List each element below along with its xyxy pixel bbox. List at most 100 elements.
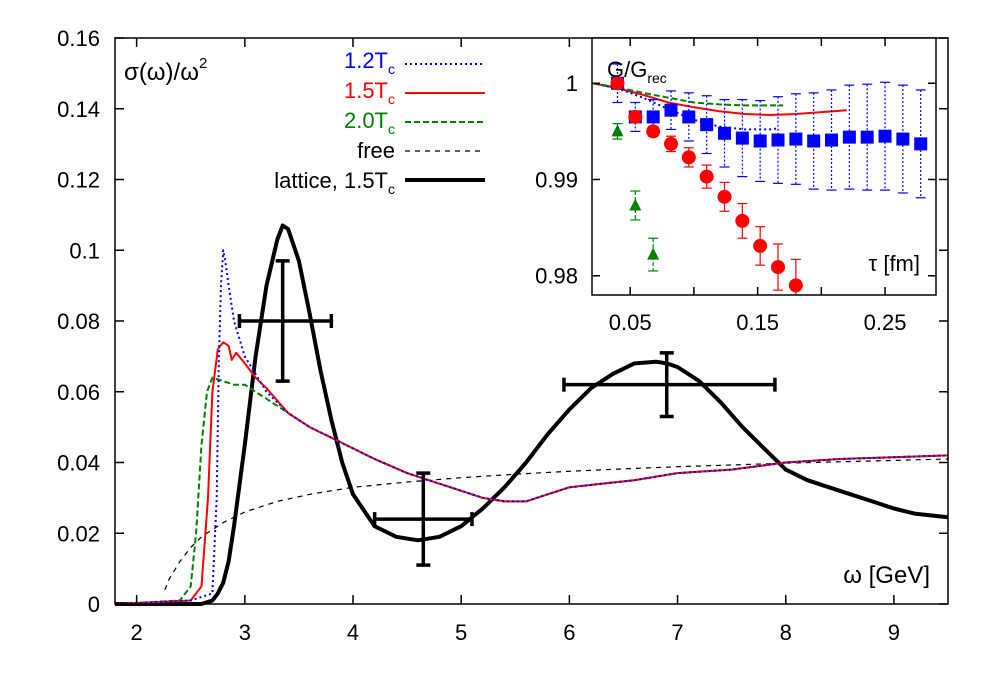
inset-marker-circle (717, 189, 732, 204)
inset-marker-square (682, 110, 696, 124)
inset-marker-square (771, 133, 785, 147)
inset-marker-triangle (611, 124, 624, 137)
main-tick-labels: 2 3 4 5 6 7 8 9 0 0.02 0.04 0.06 0.08 0.1 0.12 0.14 0.16 (57, 26, 900, 645)
inset-point-1-2tc (825, 89, 839, 191)
inset-point-1-5tc (717, 181, 732, 212)
inset-x-tick-label: 0.25 (864, 310, 907, 335)
legend-item-lattice: lattice, 1.5Tc (274, 168, 485, 197)
inset-marker-square (896, 132, 910, 146)
inset-marker-circle (610, 76, 625, 91)
inset-point-1-2tc (896, 84, 910, 194)
y-tick-label: 0.06 (57, 380, 100, 405)
y-tick-label: 0 (88, 592, 100, 617)
legend-item-2-0tc: 2.0Tc (344, 108, 485, 137)
x-tick-label: 4 (347, 620, 359, 645)
inset-point-1-2tc (682, 92, 696, 142)
inset-point-1-5tc (628, 109, 643, 124)
x-tick-label: 8 (780, 620, 792, 645)
error-cross (562, 351, 777, 419)
inset-marker-circle (663, 136, 678, 151)
inset-ticks (592, 38, 936, 295)
inset-x-tick-label: 0.05 (609, 310, 652, 335)
inset-marker-square (646, 110, 660, 124)
inset-marker-square (842, 130, 856, 144)
inset-marker-triangle (647, 247, 660, 260)
inset-points (610, 63, 928, 295)
inset-point-1-2tc (914, 89, 928, 199)
error-cross (372, 471, 474, 567)
inset-tick-labels: 0.05 0.15 0.25 1 0.99 0.98 (535, 71, 906, 335)
inset-point-1-2tc (718, 99, 732, 168)
inset-y-tick-label: 0.98 (535, 264, 578, 289)
inset-point-1-2tc (735, 99, 749, 178)
series-line-1-2tc (114, 249, 949, 605)
inset-line-2-0tc-model (592, 82, 784, 107)
inset-marker-circle (646, 124, 661, 139)
legend-item-1-2tc: 1.2Tc (344, 48, 485, 77)
x-tick-label: 9 (888, 620, 900, 645)
inset-line-1-5tc-model (592, 82, 847, 117)
inset-point-1-2tc (700, 95, 714, 155)
inset-model-lines (592, 82, 847, 131)
x-tick-label: 3 (239, 620, 251, 645)
inset-marker-circle (753, 238, 768, 253)
inset-marker-square (807, 134, 821, 148)
inset-point-1-2tc (878, 81, 892, 191)
legend-label-2-0tc: 2.0Tc (344, 108, 395, 137)
legend-label-free: free (357, 138, 395, 163)
y-tick-label: 0.16 (57, 26, 100, 51)
inset-marker-circle (681, 150, 696, 165)
y-axis-label: σ(ω)/ω2 (124, 55, 207, 86)
y-tick-label: 0.02 (57, 521, 100, 546)
legend-label-lattice: lattice, 1.5Tc (274, 168, 395, 197)
inset-y-tick-label: 1 (566, 71, 578, 96)
x-tick-label: 2 (131, 620, 143, 645)
inset-marker-triangle (629, 198, 642, 211)
inset-point-1-2tc (789, 93, 803, 185)
inset-marker-square (735, 131, 749, 145)
inset-point-1-5tc (753, 226, 768, 266)
y-tick-label: 0.04 (57, 451, 100, 476)
inset-point-1-2tc (807, 92, 821, 190)
inset-point-1-2tc (664, 90, 678, 131)
inset-y-tick-label: 0.99 (535, 167, 578, 192)
legend-label-1-2tc: 1.2Tc (344, 48, 395, 77)
inset-point-1-5tc (663, 135, 678, 153)
inset-point-1-5tc (681, 147, 696, 168)
inset-marker-square (753, 134, 767, 148)
inset-point-1-5tc (771, 243, 786, 291)
y-tick-label: 0.08 (57, 309, 100, 334)
inset-x-axis-label: τ [fm] (869, 251, 920, 276)
inset-frame (591, 37, 937, 296)
legend-item-1-5tc: 1.5Tc (344, 78, 485, 107)
inset-point-1-2tc (842, 84, 856, 190)
inset-marker-square (700, 118, 714, 132)
inset-marker-square (878, 129, 892, 143)
y-tick-label: 0.14 (57, 97, 100, 122)
legend-item-free: free (357, 138, 485, 163)
inset-point-1-5tc (646, 124, 661, 139)
inset-point-2-0tc (611, 123, 624, 140)
inset-marker-square (825, 133, 839, 147)
inset-point-1-2tc (753, 99, 767, 183)
inset-point-1-2tc (771, 96, 785, 184)
inset-point-1-5tc (788, 258, 803, 295)
inset-point-2-0tc (629, 190, 642, 221)
inset-marker-square (860, 130, 874, 144)
inset-marker-square (914, 137, 928, 151)
inset-point-1-5tc (699, 164, 714, 189)
y-tick-label: 0.12 (57, 168, 100, 193)
inset-marker-circle (628, 109, 643, 124)
inset-marker-circle (735, 213, 750, 228)
x-tick-label: 6 (563, 620, 575, 645)
inset-point-1-5tc (610, 76, 625, 91)
inset-title: G/Grec (607, 57, 667, 86)
inset-marker-square (789, 132, 803, 146)
inset-marker-circle (788, 278, 803, 293)
legend: 1.2Tc 1.5Tc 2.0Tc free lattice, 1.5Tc (274, 48, 485, 197)
inset-marker-square (664, 103, 678, 117)
inset-point-1-5tc (735, 202, 750, 239)
inset-marker-square (718, 126, 732, 140)
series-line-lattice-1-5tc (115, 223, 949, 606)
